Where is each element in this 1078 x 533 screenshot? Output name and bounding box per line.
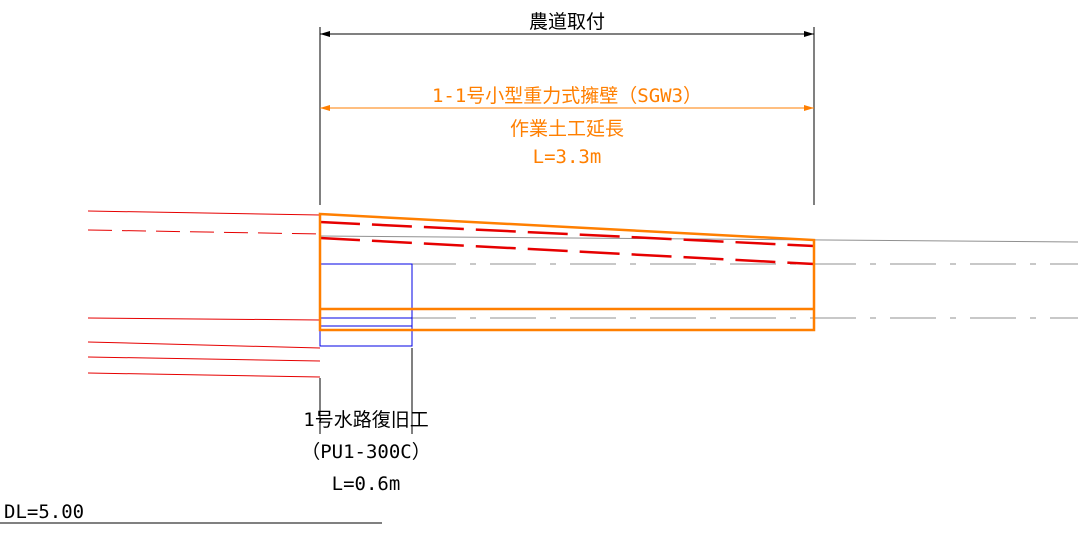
orange-dimension-length: L=3.3m [533, 146, 602, 168]
top-dim-arrow-right [804, 31, 814, 37]
blue-culvert-box [319, 263, 413, 347]
red-dashed-inner-2 [319, 236, 815, 266]
orange-dimension-subtitle: 作業土工延長 [510, 118, 624, 140]
top-dimension: 農道取付 [319, 11, 815, 205]
top-dim-arrow-left [320, 31, 330, 37]
orange-work-outline [318, 212, 816, 332]
red-dashed-inner [319, 220, 815, 266]
red-existing-lines [87, 210, 321, 378]
orange-dim-arrow-left [320, 105, 330, 111]
red-line-low-3 [87, 356, 321, 362]
datum-label: DL=5.00 [4, 501, 84, 523]
culvert-note-line3: L=0.6m [332, 473, 401, 495]
orange-dimension: 1-1号小型重力式擁壁（SGW3） 作業土工延長 L=3.3m [320, 85, 814, 168]
red-line-low-4 [87, 372, 321, 378]
orange-work-area [318, 212, 816, 332]
red-dashed-left [87, 229, 321, 235]
red-line-low-1 [87, 317, 321, 321]
culvert-note-line2: （PU1-300C） [301, 441, 431, 463]
red-line-low-2 [87, 341, 321, 349]
gray-reference-lines [319, 235, 1078, 319]
orange-dimension-title: 1-1号小型重力式擁壁（SGW3） [432, 85, 702, 107]
datum-level: DL=5.00 [0, 501, 382, 524]
culvert-note-leaders [319, 348, 413, 434]
blue-culvert [319, 263, 413, 347]
orange-dim-arrow-right [804, 105, 814, 111]
culvert-note-line1: 1号水路復旧工 [303, 409, 428, 431]
red-line-top-left [87, 210, 321, 216]
red-dashed-inner-1 [319, 220, 815, 248]
gray-road-edge [319, 235, 1078, 243]
top-dimension-label: 農道取付 [529, 11, 605, 33]
culvert-note: 1号水路復旧工 （PU1-300C） L=0.6m [301, 409, 431, 495]
